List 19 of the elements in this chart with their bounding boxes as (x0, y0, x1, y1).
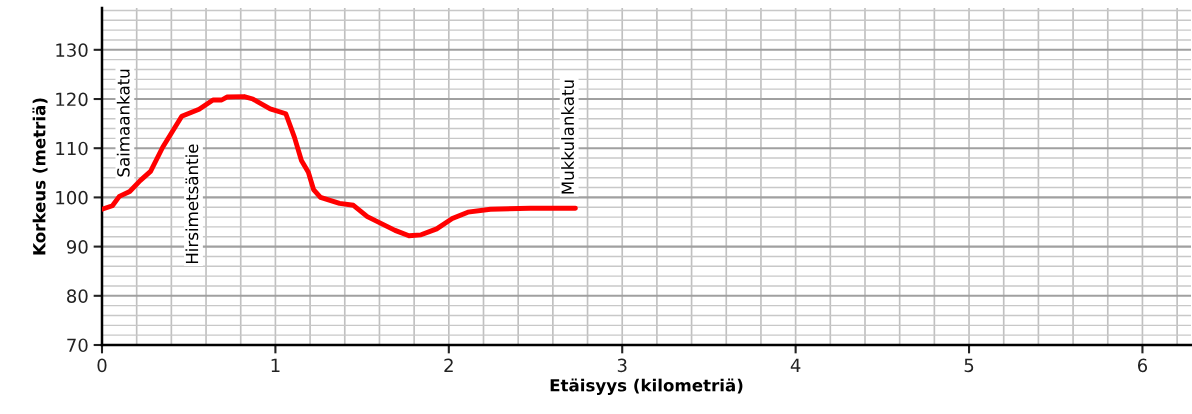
y-tick-label: 90 (66, 240, 88, 254)
y-tick-label: 80 (67, 289, 88, 303)
y-tick-label: 120 (56, 92, 88, 107)
x-tick-label: 3 (617, 358, 627, 373)
y-tick-label: 110 (56, 141, 88, 156)
y-axis-title: Korkeus (metriä) (32, 98, 48, 255)
x-tick-label: 0 (97, 358, 107, 373)
annotation: Hirsimetsäntie (185, 144, 199, 264)
x-tick-label: 5 (964, 358, 974, 373)
x-tick-label: 1 (271, 358, 280, 372)
y-tick-label: 100 (56, 190, 88, 205)
annotation: Mukkulankatu (561, 80, 575, 194)
y-tick-label: 70 (67, 338, 88, 353)
x-tick-label: 6 (1137, 358, 1148, 373)
annotation: Saimaankatu (116, 69, 130, 177)
y-tick-label: 130 (56, 43, 88, 57)
x-tick-label: 2 (444, 358, 453, 372)
x-axis-title: Etäisyys (kilometriä) (550, 378, 743, 395)
x-tick-label: 4 (790, 358, 801, 372)
